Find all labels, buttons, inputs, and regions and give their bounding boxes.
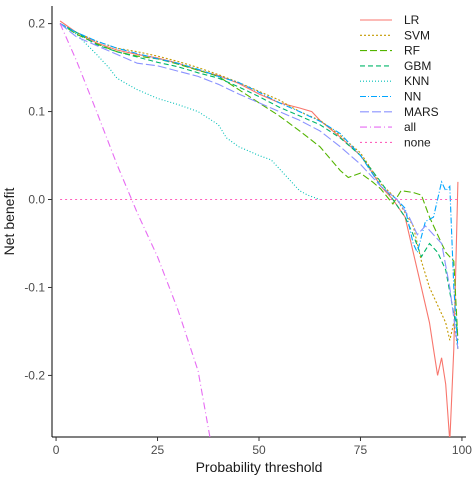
- legend-label-gbm: GBM: [404, 59, 431, 73]
- series-line-all: [59, 23, 211, 437]
- y-tick-label: -0.1: [24, 280, 45, 294]
- series-line-lr: [59, 20, 459, 437]
- y-tick-label: 0.0: [28, 193, 45, 207]
- y-axis-title: Net benefit: [1, 188, 17, 256]
- series-line-gbm: [59, 23, 459, 332]
- legend-label-lr: LR: [404, 13, 420, 27]
- x-axis: 0 25 50 75 100: [53, 437, 472, 457]
- legend-label-svm: SVM: [404, 28, 430, 42]
- legend-label-rf: RF: [404, 44, 420, 58]
- series-line-knn: [59, 23, 321, 201]
- x-tick-label: 100: [452, 443, 472, 457]
- y-axis: 0.2 0.1 0.0 -0.1 -0.2: [24, 17, 52, 382]
- legend-label-knn: KNN: [404, 74, 429, 88]
- legend-label-none: none: [404, 135, 431, 149]
- y-tick-label: 0.2: [28, 17, 45, 31]
- series-line-mars: [59, 23, 459, 350]
- legend-label-mars: MARS: [404, 105, 439, 119]
- series-line-svm: [59, 23, 459, 350]
- x-tick-label: 75: [354, 443, 368, 457]
- x-tick-label: 50: [252, 443, 266, 457]
- x-tick-label: 0: [53, 443, 60, 457]
- x-tick-label: 25: [151, 443, 165, 457]
- legend-label-all: all: [404, 120, 416, 134]
- legend-label-nn: NN: [404, 90, 421, 104]
- x-axis-title: Probability threshold: [196, 459, 323, 475]
- series-line-rf: [59, 23, 459, 341]
- y-tick-label: -0.2: [24, 368, 45, 382]
- series-lines: [59, 20, 459, 437]
- series-line-nn: [59, 23, 459, 350]
- y-tick-label: 0.1: [28, 105, 45, 119]
